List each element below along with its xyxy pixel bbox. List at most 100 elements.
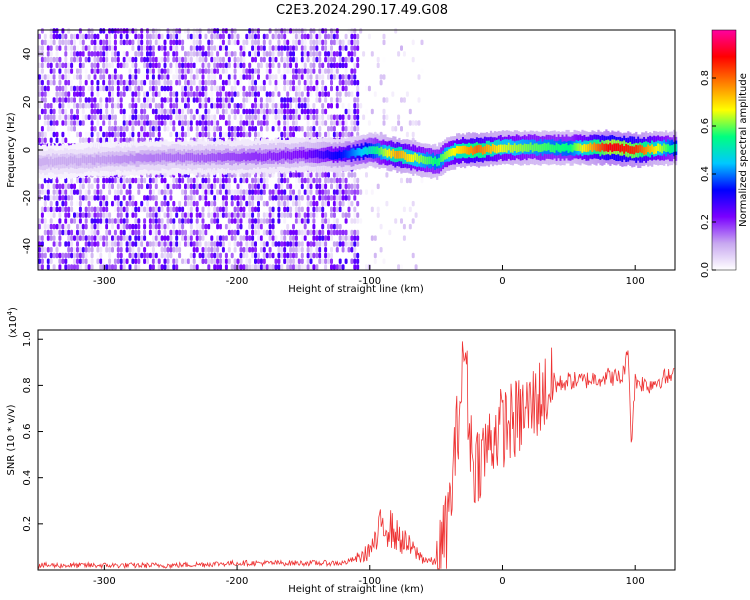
spectrogram-cell [227, 241, 231, 247]
spectrogram-cell [283, 212, 287, 218]
spectrogram-cell [201, 74, 205, 80]
spectrogram-cell [46, 183, 50, 190]
spectrogram-cell [294, 97, 298, 103]
spectrogram-cell [324, 212, 328, 218]
spectrogram-cell [122, 62, 126, 69]
spectrogram-cell [221, 131, 225, 138]
spectrogram-cell [283, 195, 287, 201]
spectrogram-cell [239, 189, 243, 195]
spectrogram-cell [134, 74, 138, 80]
spectrogram-cell [259, 62, 263, 69]
spectrogram-cell [341, 177, 345, 184]
spectrogram-cell [108, 137, 112, 143]
spectrogram-cell [318, 68, 322, 74]
spectrogram-cell [38, 62, 41, 69]
spectrogram-cell [131, 45, 135, 51]
spectrogram-cell [108, 258, 112, 264]
ridge-segment [308, 150, 311, 158]
spectrogram-cell [154, 56, 158, 63]
spectrogram-cell [96, 103, 100, 109]
ridge-segment [366, 147, 369, 156]
spectrogram-cell [151, 91, 155, 97]
spectrogram-cell [318, 56, 322, 63]
spectrogram-cell [43, 229, 47, 236]
spectrogram-cell [318, 229, 322, 236]
spectrogram-cell [84, 33, 88, 40]
spectrogram-cell [230, 126, 234, 132]
spectrogram-cell [134, 235, 138, 241]
spectrogram-cell [52, 223, 56, 230]
spectrogram-cell [411, 131, 415, 138]
spectrogram-cell [271, 206, 275, 213]
spectrogram-cell [131, 241, 135, 247]
spectrogram-cell [405, 91, 409, 97]
spectrogram-cell [140, 126, 144, 132]
spectrogram-cell [43, 120, 47, 126]
spectrogram-cell [181, 235, 185, 241]
spectrogram-cell [105, 62, 109, 69]
spectrogram-cell [128, 264, 132, 270]
top-x-tick-label: -300 [93, 276, 116, 287]
ridge-segment [306, 151, 309, 160]
spectrogram-cell [157, 223, 161, 230]
spectrogram-cell [294, 264, 298, 270]
spectrogram-cell [151, 51, 155, 57]
spectrogram-cell [46, 103, 50, 109]
spectrogram-cell [330, 264, 333, 270]
spectrogram-cell [350, 51, 354, 57]
spectrogram-cell [46, 74, 50, 80]
spectrogram-cell [192, 45, 196, 51]
spectrogram-cell [43, 74, 47, 80]
spectrogram-cell [268, 108, 272, 115]
spectrogram-cell [204, 91, 208, 97]
spectrogram-cell [184, 103, 187, 109]
spectrogram-cell [394, 126, 398, 132]
spectrogram-cell [76, 189, 79, 195]
ridge-segment [352, 148, 355, 156]
spectrogram-cell [262, 183, 266, 190]
spectrogram-cell [268, 79, 272, 86]
spectrogram-cell [93, 241, 97, 247]
spectrogram-cell [148, 229, 152, 236]
ridge-segment [517, 144, 520, 152]
spectrogram-cell [105, 264, 109, 270]
spectrogram-cell [233, 68, 237, 74]
spectrogram-cell [78, 247, 82, 253]
ridge-segment [426, 156, 429, 165]
spectrogram-cell [131, 177, 135, 184]
spectrogram-cell [78, 195, 82, 201]
spectrogram-cell [227, 33, 231, 40]
ridge-segment [123, 154, 126, 163]
spectrogram-cell [134, 28, 138, 34]
spectrogram-cell [286, 206, 290, 213]
spectrogram-cell [219, 114, 222, 120]
spectrogram-cell [198, 252, 202, 259]
spectrogram-cell [221, 223, 225, 230]
spectrogram-cell [274, 189, 278, 195]
spectrogram-cell [157, 108, 161, 115]
spectrogram-cell [318, 189, 322, 195]
spectrogram-cell [330, 252, 333, 259]
spectrogram-cell [61, 252, 65, 259]
ridge-segment [464, 145, 467, 154]
spectrogram-cell [128, 74, 132, 80]
spectrogram-cell [341, 85, 345, 92]
spectrogram-cell [46, 85, 50, 92]
ridge-segment [239, 153, 242, 162]
spectrogram-cell [116, 79, 120, 86]
spectrogram-cell [306, 229, 310, 236]
spectrogram-cell [166, 235, 170, 241]
spectrogram-cell [90, 114, 94, 120]
spectrogram-cell [172, 45, 176, 51]
spectrogram-cell [146, 97, 149, 103]
spectrogram-cell [344, 183, 348, 190]
spectrogram-cell [52, 39, 56, 46]
spectrogram-cell [239, 252, 243, 259]
spectrogram-cell [324, 39, 328, 46]
spectrogram-cell [204, 189, 208, 195]
spectrogram-cell [175, 229, 179, 236]
ridge-segment [485, 144, 489, 152]
spectrogram-cell [207, 114, 211, 120]
spectrogram-cell [356, 33, 360, 40]
spectrogram-cell [335, 103, 339, 109]
